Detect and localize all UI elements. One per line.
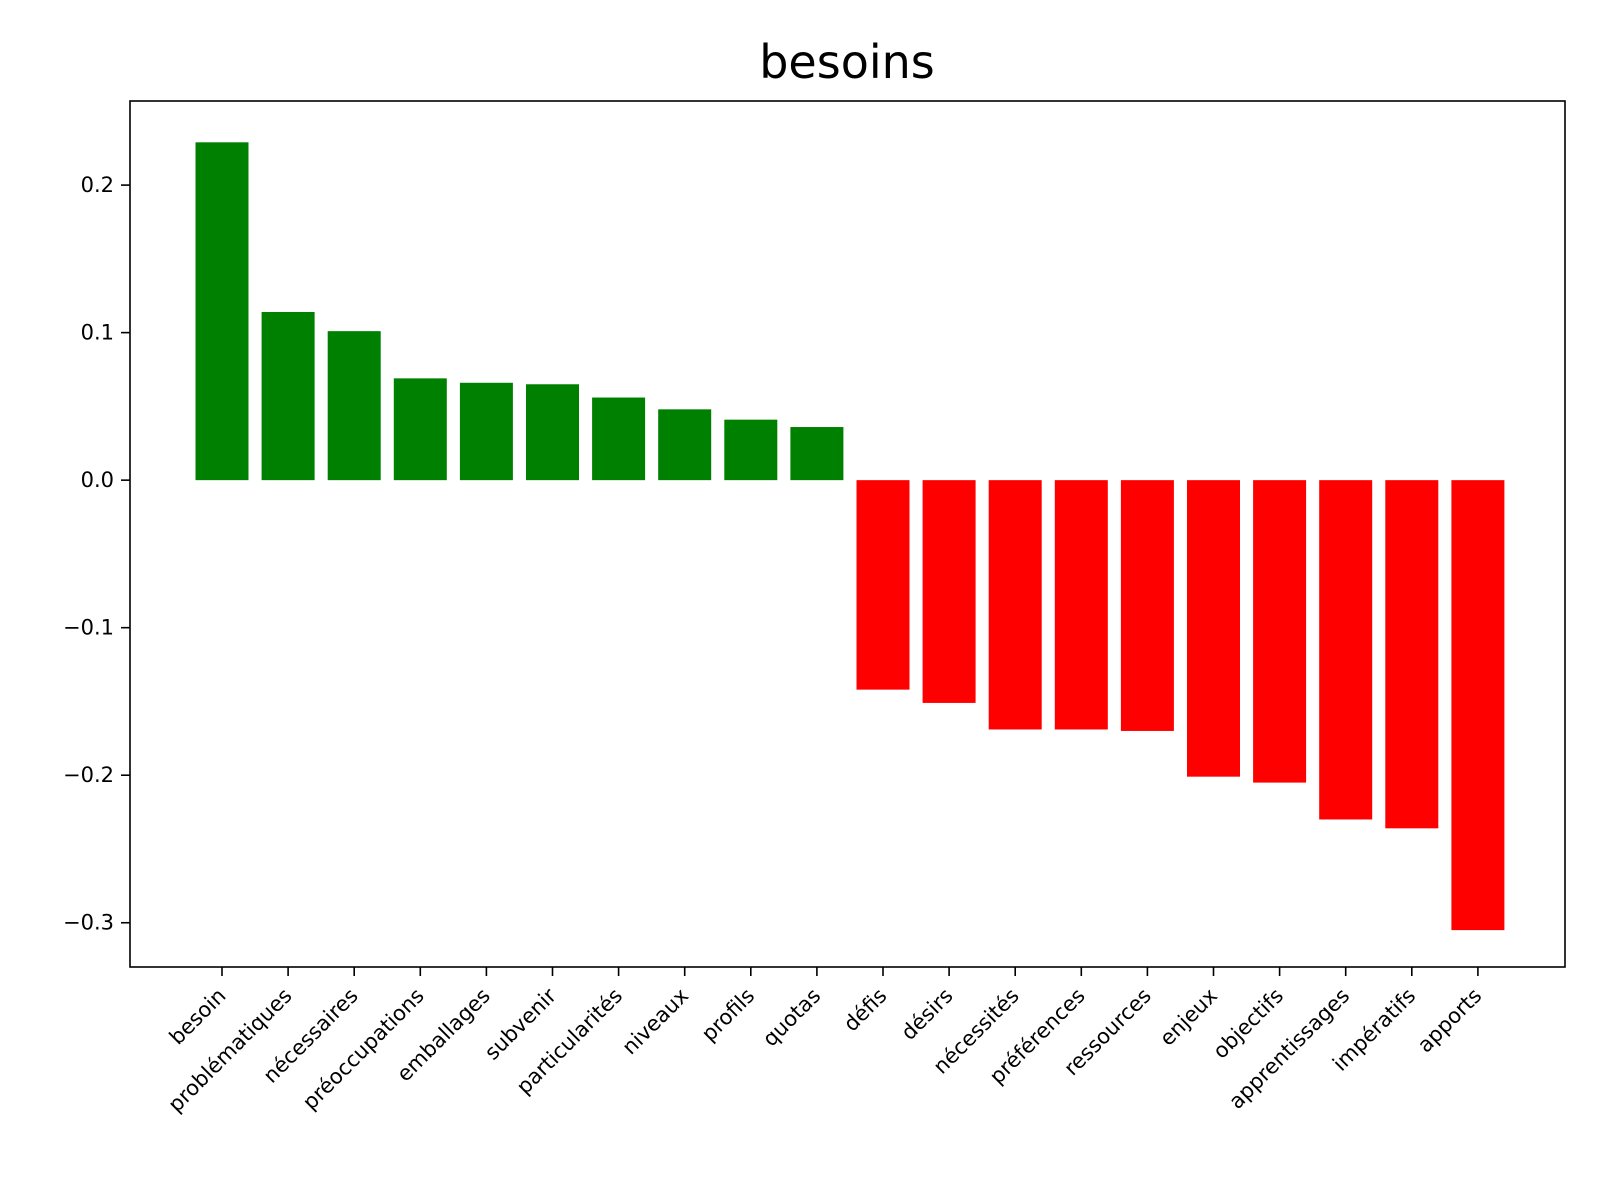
- y-tick-label: 0.1: [81, 321, 114, 345]
- bar-14: [1120, 480, 1174, 731]
- bar-11: [922, 480, 976, 703]
- bar-10: [856, 480, 910, 690]
- bar-4: [459, 382, 513, 481]
- bar-7: [658, 409, 712, 481]
- bar-6: [592, 397, 646, 481]
- bars-group: [195, 142, 1505, 931]
- bar-3: [393, 378, 447, 481]
- y-tick-label: −0.1: [63, 616, 114, 640]
- bar-1: [261, 311, 315, 481]
- bar-12: [988, 480, 1042, 730]
- chart-title: besoins: [759, 35, 935, 89]
- y-axis: 0.2 0.1 0.0 −0.1 −0.2 −0.3: [63, 173, 130, 935]
- bar-16: [1253, 480, 1307, 783]
- bar-18: [1385, 480, 1439, 829]
- plot-frame: [129, 100, 1566, 968]
- bar-5: [526, 384, 579, 481]
- bar-15: [1187, 480, 1240, 777]
- bar-0: [195, 142, 249, 481]
- y-tick-label: −0.2: [63, 763, 114, 787]
- bar-19: [1451, 480, 1505, 931]
- y-tick-label: 0.2: [81, 173, 114, 197]
- bar-13: [1054, 480, 1108, 730]
- bar-8: [724, 419, 778, 481]
- bar-2: [327, 331, 381, 481]
- y-tick-label: −0.3: [63, 911, 114, 935]
- bar-17: [1319, 480, 1373, 820]
- y-tick-label: 0.0: [81, 468, 114, 492]
- bar-9: [790, 427, 844, 481]
